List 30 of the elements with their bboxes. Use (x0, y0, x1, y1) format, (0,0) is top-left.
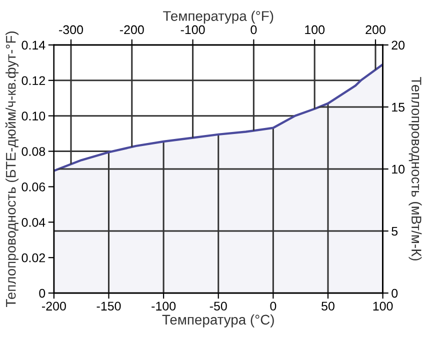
x2-tick-label: 200 (366, 25, 386, 34)
x-tick-label: -50 (210, 302, 227, 311)
x2-tick-label: -300 (59, 25, 84, 34)
y-tick-label: 0.10 (22, 112, 46, 120)
y2-tick-label: 0 (392, 288, 398, 298)
x-tick-label: -200 (42, 302, 66, 311)
y-tick-label: 0.06 (22, 182, 46, 192)
y2-tick-label: 10 (392, 164, 405, 174)
y-tick-label: 0.02 (22, 253, 45, 262)
y-tick-label: 0 (39, 288, 46, 298)
x-tick-label: -100 (152, 302, 176, 311)
y-tick-label: 0.14 (22, 40, 46, 50)
y2-tick-label: 15 (392, 102, 405, 112)
x2-tick-label: -100 (180, 25, 205, 34)
y2-axis-title: Теплопроводность (мВт/м-К) (408, 77, 422, 260)
y2-tick-label: 5 (392, 226, 398, 236)
x2-axis-title: Температура (°F) (163, 10, 274, 24)
y2-tick-label: 20 (392, 40, 405, 50)
x2-tick-label: 100 (305, 25, 325, 34)
x2-tick-label: -200 (120, 25, 144, 34)
x-tick-label: 100 (373, 302, 393, 311)
x2-tick-label: 0 (250, 25, 257, 34)
x-tick-label: -150 (96, 302, 121, 311)
x-tick-label: 50 (322, 302, 334, 311)
x-tick-label: 0 (270, 302, 276, 311)
y-axis-title: Теплопроводность (БТЕ-дюйм/ч-кв.фут-°F) (5, 32, 19, 308)
y-tick-label: 0.04 (22, 218, 46, 227)
y-tick-label: 0.12 (22, 76, 45, 86)
y-tick-label: 0.08 (22, 147, 46, 156)
x-axis-title: Температура (°C) (162, 314, 274, 328)
